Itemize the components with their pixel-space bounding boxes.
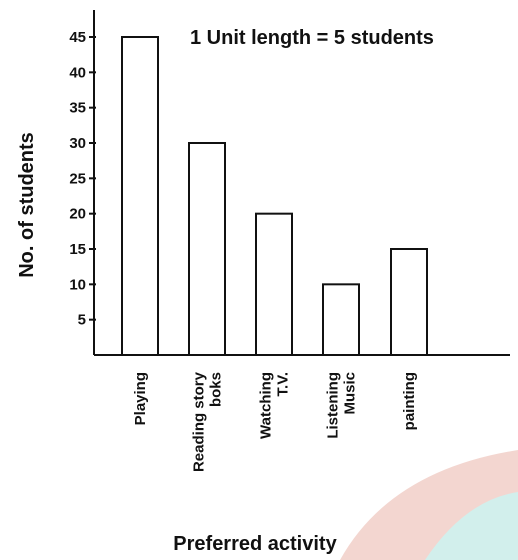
y-axis [89, 10, 96, 355]
y-tick-label: 35 [69, 100, 86, 117]
y-axis-title: No. of students [16, 132, 38, 278]
bar [390, 248, 428, 356]
x-tick-label: Playing [132, 372, 149, 425]
x-axis-title: Preferred activity [173, 533, 337, 555]
background-decoration [340, 450, 518, 560]
y-tick-label: 40 [69, 64, 86, 81]
x-tick-label: T.V. [275, 372, 292, 396]
y-tick-label: 30 [69, 135, 86, 152]
bar [188, 142, 226, 356]
x-tick-label: Music [342, 372, 359, 415]
y-tick-label: 15 [69, 241, 86, 258]
bar [322, 283, 360, 357]
y-tick-label: 25 [69, 170, 86, 187]
y-tick-label: 10 [69, 276, 86, 293]
x-tick-label: painting [401, 372, 418, 430]
bar [255, 212, 293, 356]
x-tick-label: Reading story [191, 371, 208, 472]
bar [121, 36, 159, 356]
y-tick-label: 5 [78, 312, 86, 329]
decoration-arc-teal [425, 492, 518, 560]
x-tick-label: Listening [325, 372, 342, 439]
category-labels: Playing Reading story boks Watching T.V. List… [132, 371, 418, 472]
y-tick-label: 45 [69, 29, 86, 46]
bars [121, 36, 428, 357]
x-tick-label: boks [208, 372, 225, 407]
x-tick-label: Watching [258, 372, 275, 439]
y-tick-labels: 5 10 15 20 25 30 35 40 45 [69, 29, 86, 329]
unit-note: 1 Unit length = 5 students [190, 27, 434, 49]
y-tick-label: 20 [69, 206, 86, 223]
